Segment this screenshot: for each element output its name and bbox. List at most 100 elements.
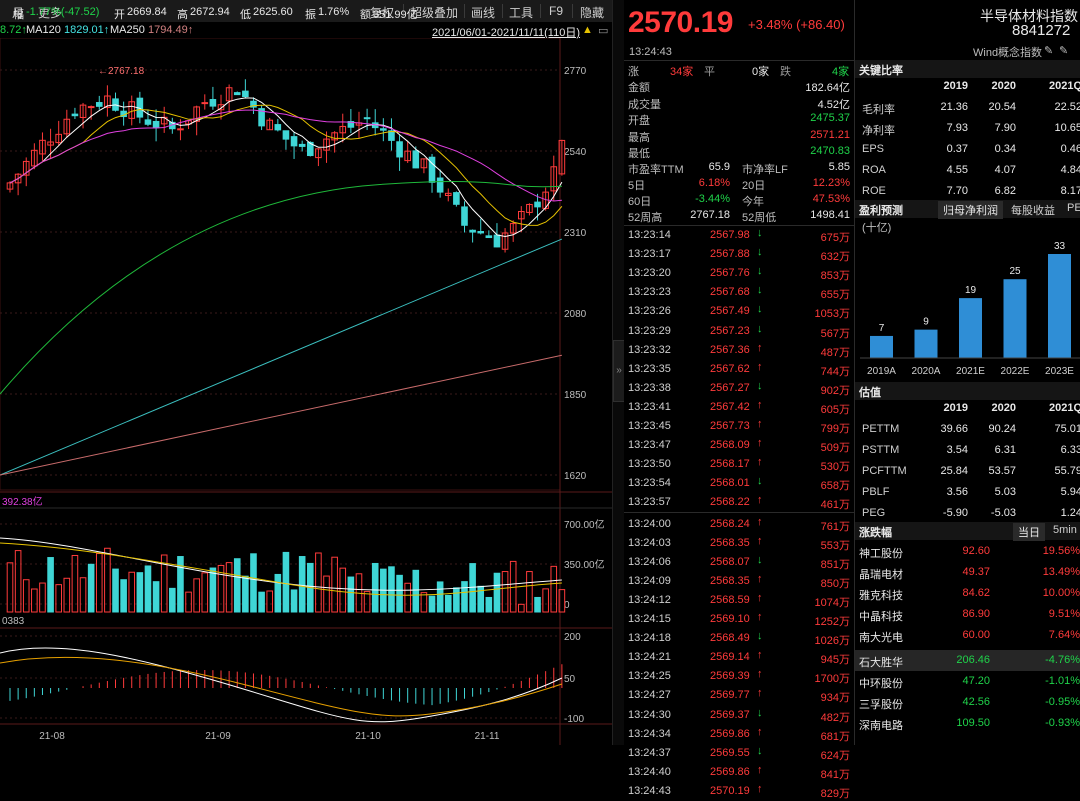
tick-price: 2568.17 [710,458,750,471]
tick-row[interactable]: 13:23:45 2567.73 ↑ 799万 [628,417,850,436]
tick-row[interactable]: 13:23:17 2567.88 ↓ 632万 [628,245,850,264]
candle-body [193,106,200,122]
metric-name: ROA [862,164,886,176]
forecast-bar[interactable] [959,298,982,358]
tick-row[interactable]: 13:23:38 2567.27 ↓ 902万 [628,379,850,398]
edit-icon[interactable]: ✎ [1044,45,1054,57]
ma5-line [9,97,563,238]
f9-button[interactable]: F9 [549,4,564,18]
volume-ma-line [0,542,562,596]
tick-row[interactable]: 13:24:40 2569.86 ↑ 841万 [628,763,850,782]
tick-row[interactable]: 13:23:47 2568.09 ↑ 509万 [628,436,850,455]
tick-row[interactable]: 13:24:06 2568.07 ↓ 851万 [628,553,850,572]
tick-row[interactable]: 13:24:18 2568.49 ↓ 1026万 [628,629,850,648]
tab-today[interactable]: 当日 [1013,523,1045,541]
tick-row[interactable]: 13:23:57 2568.22 ↑ 461万 [628,493,850,512]
tab-5min[interactable]: 5min [1053,524,1077,536]
pair-label-2: 20日 [742,180,766,192]
tick-row[interactable]: 13:23:32 2567.36 ↑ 487万 [628,341,850,360]
settings-icon[interactable]: ▭ [598,25,609,37]
volume-bar [436,581,444,613]
forecast-bar[interactable] [1003,279,1027,358]
stock-price: 86.90 [962,608,990,620]
tick-row[interactable]: 13:23:20 2567.76 ↓ 853万 [628,264,850,283]
valuation-header: 估值 [855,382,1080,400]
tick-row[interactable]: 13:24:15 2569.10 ↑ 1252万 [628,610,850,629]
tick-row[interactable]: 13:24:12 2568.59 ↑ 1074万 [628,591,850,610]
tick-row[interactable]: 13:24:09 2568.35 ↑ 850万 [628,572,850,591]
overlay-button[interactable]: 超级叠加 [410,6,459,20]
candle-body [225,87,233,102]
mover-row[interactable]: 石大胜华 206.46 -4.76% [855,650,1080,671]
tick-row[interactable]: 13:23:41 2567.42 ↑ 605万 [628,398,850,417]
metric-value: 20.54 [988,101,1016,113]
tick-row[interactable]: 13:24:25 2569.39 ↑ 1700万 [628,667,850,686]
period-month-button[interactable]: 月 [12,6,25,20]
up-arrow-icon: ↑ [757,611,763,623]
tick-row[interactable]: 13:23:26 2567.49 ↓ 1053万 [628,302,850,321]
tick-row[interactable]: 13:23:54 2568.01 ↓ 658万 [628,474,850,493]
tick-price: 2567.62 [710,362,750,375]
lock-icon[interactable]: ▲ [582,24,593,36]
adjust-button[interactable]: 复权 [370,6,395,20]
tab-pe[interactable]: PE [1067,202,1080,214]
tick-row[interactable]: 13:24:43 2570.19 ↑ 829万 [628,782,850,801]
tick-row[interactable]: 13:23:35 2567.62 ↑ 744万 [628,360,850,379]
kline-chart[interactable]: 2770 2540 2310 2080 1850 1620 ←2767.18 392.38亿 7… [0,38,612,745]
tab-net-profit[interactable]: 归母净利润 [938,201,1003,219]
quote-row: 金额 182.64亿 [628,79,850,95]
volume-bar [217,564,225,613]
stock-change: -4.76% [1045,654,1080,666]
volume-bar [160,554,168,613]
up-arrow-icon: ↑ [757,687,763,700]
tick-row[interactable]: 13:23:23 2567.68 ↓ 655万 [628,283,850,302]
mover-row[interactable]: 神工股份 92.60 19.56% [855,541,1080,562]
tick-row[interactable]: 13:23:29 2567.23 ↓ 567万 [628,322,850,341]
share-icon[interactable]: ✎ [1059,45,1069,57]
draw-line-button[interactable]: 画线 [471,6,496,20]
mover-row[interactable]: 深南电路 109.50 -0.93% [855,713,1080,734]
mover-row[interactable]: 晶瑞电材 49.37 13.49% [855,562,1080,583]
hide-button[interactable]: 隐藏 [580,6,605,20]
tick-row[interactable]: 13:24:30 2569.37 ↓ 482万 [628,706,850,725]
tick-row[interactable]: 13:24:34 2569.86 ↑ 681万 [628,725,850,744]
valuation-row: PBLF 3.56 5.03 5.94 [858,482,1080,503]
tools-button[interactable]: 工具 [509,6,534,20]
tick-time: 13:24:03 [628,536,671,549]
tick-row[interactable]: 13:24:21 2569.14 ↑ 945万 [628,648,850,667]
tick-row[interactable]: 13:24:03 2568.35 ↑ 553万 [628,534,850,553]
quote-row-value: 2571.21 [810,128,850,141]
tick-time: 13:23:32 [628,343,671,356]
tick-time: 13:23:47 [628,439,671,452]
mover-row[interactable]: 中晶科技 86.90 9.51% [855,604,1080,625]
tick-volume: 934万 [820,692,850,705]
high-marker: ←2767.18 [98,66,145,77]
candle-body [444,192,452,196]
forecast-bar[interactable] [870,335,893,358]
tick-row[interactable]: 13:23:14 2567.98 ↓ 675万 [628,226,850,245]
date-range[interactable]: 2021/06/01-2021/11/11(110日) [432,27,581,39]
mover-row[interactable]: 三孚股份 42.56 -0.95% [855,692,1080,713]
swing-label: 振 [305,9,316,21]
tick-time: 13:24:18 [628,632,671,645]
volume-bar [71,554,79,613]
tab-eps[interactable]: 每股收益 [1011,205,1055,217]
tick-row[interactable]: 13:24:00 2568.24 ↑ 761万 [628,515,850,534]
forecast-category-label: 2022E [1001,366,1030,377]
tick-row[interactable]: 13:23:50 2568.17 ↑ 530万 [628,455,850,474]
quote-panel [624,0,854,745]
metric-value: 3.56 [946,486,968,498]
forecast-bar[interactable] [1048,254,1071,358]
mover-row[interactable]: 雅克科技 84.62 10.00% [855,583,1080,604]
candle-body [331,132,338,141]
forecast-bar[interactable] [914,329,938,358]
pair-value-2: 47.53% [812,193,850,205]
more-button[interactable]: 更多 [38,6,63,20]
pair-label-1: 市盈率TTM [628,164,684,176]
tick-row[interactable]: 13:24:27 2569.77 ↑ 934万 [628,686,850,705]
toolbar-divider [572,4,573,18]
tick-row[interactable]: 13:24:37 2569.55 ↓ 624万 [628,744,850,763]
mover-row[interactable]: 南大光电 60.00 7.64% [855,625,1080,646]
mover-row[interactable]: 中环股份 47.20 -1.01% [855,671,1080,692]
candle-body [436,177,444,193]
